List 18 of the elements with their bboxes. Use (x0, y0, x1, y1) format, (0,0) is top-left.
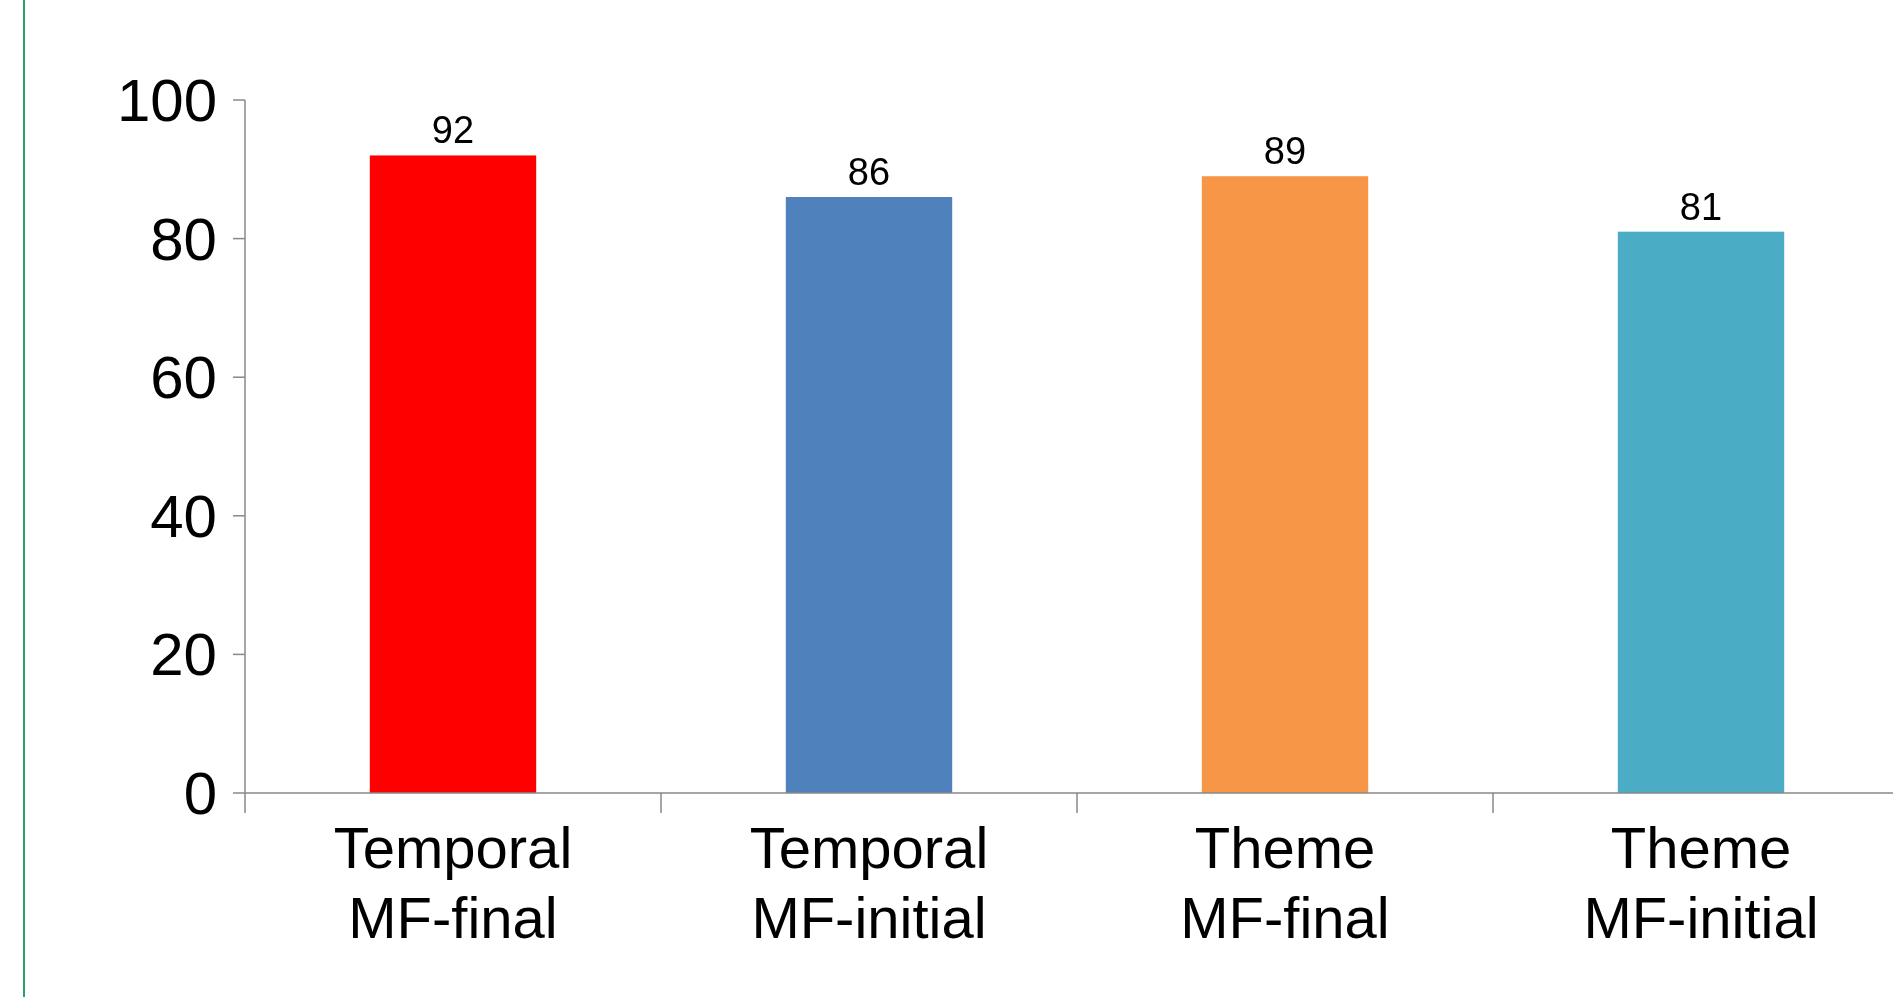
bar (785, 197, 953, 793)
x-tick-label: Temporal MF-final (333, 815, 573, 950)
y-tick-label: 100 (116, 67, 217, 134)
x-tick-label: Temporal MF-initial (749, 815, 989, 950)
y-tick-label: 20 (150, 621, 217, 689)
bar (1201, 176, 1369, 793)
data-label: 86 (847, 151, 891, 194)
bar (1617, 231, 1785, 793)
data-label: 89 (1263, 130, 1307, 173)
y-tick-label: 80 (150, 205, 217, 273)
x-tick-label: Theme MF-initial (1583, 815, 1819, 950)
y-tick-label: 40 (150, 482, 217, 550)
data-label: 81 (1679, 185, 1723, 228)
y-tick-label: 0 (183, 760, 217, 827)
y-tick-label: 60 (150, 344, 217, 412)
data-label: 92 (431, 109, 475, 152)
x-tick-label: Theme MF-final (1180, 815, 1390, 950)
bar (369, 155, 537, 793)
